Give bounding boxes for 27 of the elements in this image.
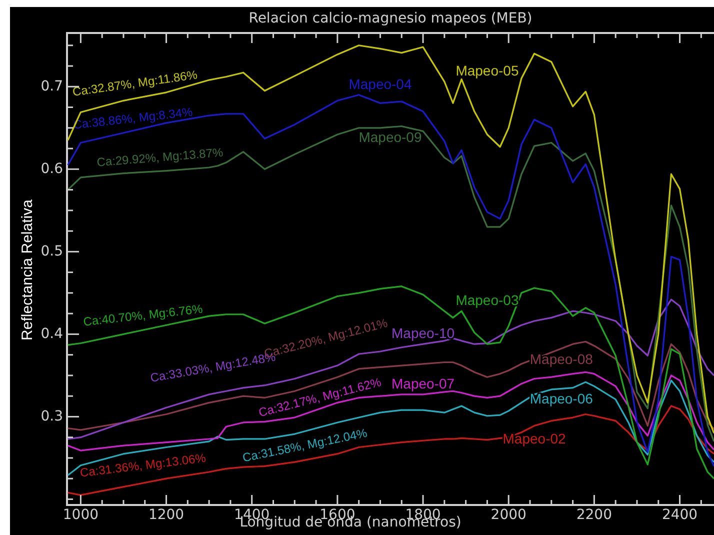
x-tick-label: 2400 — [662, 507, 698, 524]
series-label: Mapeo-02 — [502, 430, 566, 447]
chart-title: Relacion calcio-magnesio mapeos (MEB) — [248, 10, 532, 27]
x-tick-label: 1200 — [148, 507, 184, 524]
annotation: Ca:40.70%, Mg:6.76% — [82, 302, 204, 329]
series-label: Mapeo-05 — [456, 62, 519, 78]
y-tick-label: 0.5 — [40, 243, 63, 260]
x-tick-label: 2000 — [490, 507, 526, 524]
series-label: Mapeo-10 — [392, 324, 455, 341]
y-axis-title: Reflectancia Relativa — [19, 198, 36, 340]
series-label: Mapeo-03 — [456, 292, 519, 308]
y-tick-label: 0.6 — [40, 160, 64, 177]
series-label: Mapeo-07 — [392, 375, 455, 392]
y-tick-label: 0.3 — [40, 408, 63, 424]
annotation: Ca:29.92%, Mg:13.87% — [96, 145, 224, 170]
series-label: Mapeo-09 — [358, 128, 422, 145]
x-tick-label: 1000 — [62, 507, 99, 524]
annotation: Ca:38.86%, Mg:8.34% — [72, 104, 194, 132]
series-label: Mapeo-04 — [348, 76, 412, 92]
annotation: Ca:31.36%, Mg:13.06% — [79, 450, 207, 480]
y-tick-label: 0.7 — [40, 78, 63, 94]
series-label: Mapeo-06 — [530, 390, 594, 406]
series-label: Mapeo-08 — [530, 351, 594, 368]
y-tick-label: 0.4 — [40, 326, 64, 342]
annotation: Ca:32.87%, Mg:11.86% — [72, 68, 199, 100]
x-tick-label: 2200 — [576, 507, 612, 524]
annotation: Ca:31.58%, Mg:12.04% — [241, 426, 369, 465]
